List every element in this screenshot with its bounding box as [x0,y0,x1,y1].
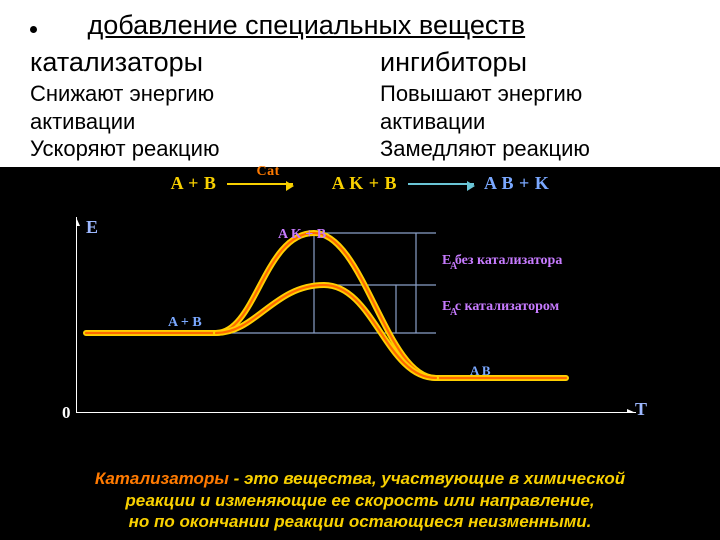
ea-cat-sub: A [450,307,457,318]
slide-root: добавление специальных веществ катализат… [0,0,720,540]
slide-title: добавление специальных веществ [87,10,525,40]
bullet-title-row: добавление специальных веществ [30,10,690,41]
bullet-icon [30,26,37,33]
catalysts-body: Снижают энергию активации Ускоряют реакц… [30,80,340,163]
caption-l2: реакции и изменяющие ее скорость или нап… [125,491,594,510]
reactant-label: A + B [168,315,202,331]
inhibitors-line3: Замедляют реакцию [380,136,590,161]
col-catalysts: катализаторы Снижают энергию активации У… [30,47,340,163]
inhibitors-body: Повышают энергию активации Замедляют реа… [380,80,690,163]
reaction-equation: A + B Cat A K + B A B + K [0,173,720,194]
inhibitors-heading: ингибиторы [380,47,690,78]
energy-diagram [76,213,646,413]
col-inhibitors: ингибиторы Повышают энергию активации За… [340,47,690,163]
title-block: добавление специальных веществ [0,0,720,47]
catalysts-line2: активации [30,109,135,134]
product-label: A B [470,363,491,379]
axis-origin-label: 0 [62,403,71,423]
figure: A + B Cat A K + B A B + K E 0 T [0,167,720,540]
eq-mid: A K + B [332,173,397,193]
caption: Катализаторы - это вещества, участвующие… [24,468,696,532]
catalysts-line1: Снижают энергию [30,81,214,106]
columns: катализаторы Снижают энергию активации У… [0,47,720,163]
catalysts-heading: катализаторы [30,47,340,78]
axes [76,217,636,413]
eq-cat: Cat [256,164,279,179]
arrow-1-icon [227,183,293,185]
inhibitors-line1: Повышают энергию [380,81,582,106]
peak-label: A K + B [278,227,326,243]
catalysts-line3: Ускоряют реакцию [30,136,219,161]
ea-nocat-sub: A [450,261,457,272]
caption-l3: но по окончании реакции остающиеся неизм… [129,512,592,531]
ea-cat-label: E с катализатором [442,299,559,315]
arrow-2-icon [408,183,474,185]
inhibitors-line2: активации [380,109,485,134]
eq-lhs: A + B [171,173,217,193]
ea-nocat-label: E без катализатора [442,253,562,269]
caption-term: Катализаторы [95,469,229,488]
caption-l1: - это вещества, участвующие в химической [229,469,625,488]
eq-rhs: A B + K [484,173,549,193]
